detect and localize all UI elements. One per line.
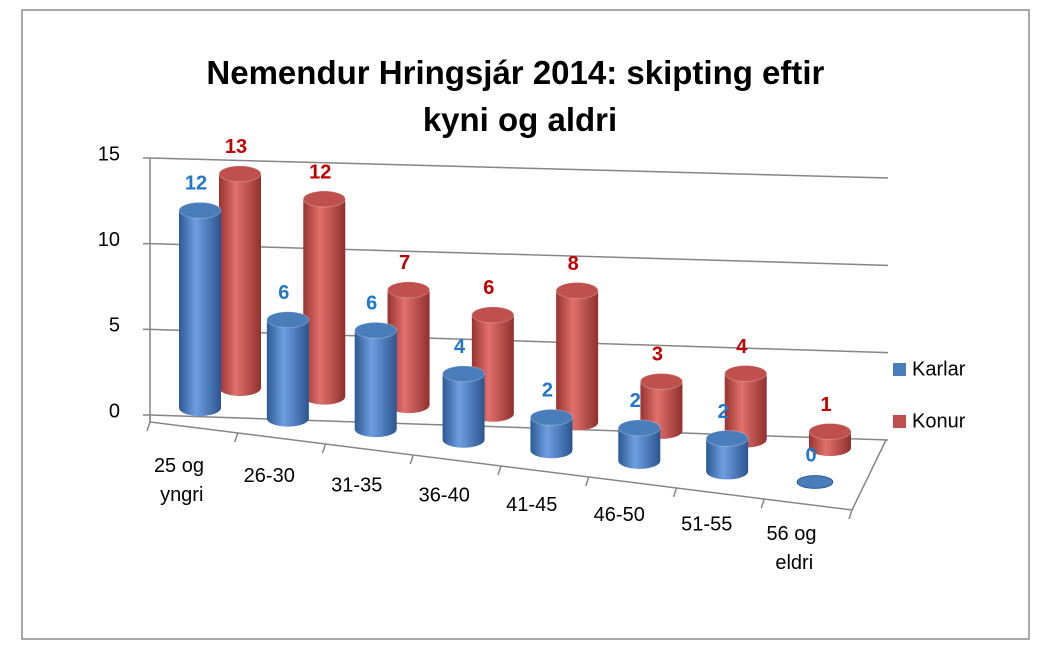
bar-body	[219, 173, 261, 396]
bar-top	[705, 429, 749, 447]
bar-top	[387, 281, 431, 299]
legend-swatch	[893, 415, 906, 428]
x-tick	[234, 432, 239, 443]
bar	[387, 281, 431, 414]
bar	[302, 190, 346, 405]
grid-line	[149, 242, 889, 267]
bar-body	[387, 289, 430, 414]
value-label: 3	[652, 344, 663, 366]
bar-top	[617, 419, 661, 437]
bar-top	[302, 190, 346, 208]
bar	[808, 423, 852, 456]
y-tick-label: 10	[98, 229, 120, 251]
bar	[705, 429, 749, 480]
x-tick	[146, 421, 151, 432]
x-tick	[321, 443, 327, 454]
bar	[796, 475, 834, 489]
x-tick	[585, 476, 590, 487]
legend-label: Karlar	[912, 358, 966, 380]
x-tick	[848, 509, 853, 520]
bar	[354, 321, 398, 438]
value-label: 2	[630, 390, 641, 412]
bar-body	[442, 373, 485, 448]
x-tick-label: 41-45	[506, 494, 557, 516]
bar-body	[266, 319, 309, 427]
y-tick-label: 15	[98, 143, 120, 165]
x-tick-label: 46-50	[594, 504, 645, 526]
bar-top	[529, 408, 573, 426]
bar-body	[706, 438, 749, 480]
value-label: 8	[568, 253, 579, 275]
bar	[529, 408, 573, 459]
bar-body	[303, 198, 346, 405]
bar-top	[796, 475, 834, 489]
bar-top	[442, 365, 486, 383]
value-label: 0	[805, 444, 816, 466]
x-tick-label: 31-35	[331, 475, 382, 497]
bar-body	[530, 417, 573, 459]
bar-top	[808, 423, 852, 441]
x-tick-label: 25 og yngri	[154, 455, 210, 506]
grid-line	[149, 157, 889, 179]
bar-top	[178, 201, 222, 219]
bar-top	[354, 321, 398, 339]
value-label: 12	[185, 173, 207, 195]
value-label: 7	[399, 252, 410, 274]
bar-top	[471, 306, 515, 324]
value-label: 1	[820, 394, 831, 416]
value-label: 6	[278, 282, 289, 304]
y-tick-label: 5	[109, 315, 120, 337]
value-label: 12	[309, 161, 331, 183]
bar	[218, 165, 262, 396]
value-label: 6	[483, 277, 494, 299]
y-tick-label: 0	[109, 400, 120, 422]
bar	[555, 282, 599, 431]
x-tick	[497, 465, 502, 476]
bar-body	[179, 210, 221, 416]
x-tick-label: 56 og eldri	[766, 523, 822, 574]
value-label: 2	[718, 401, 729, 423]
bar-top	[639, 372, 683, 390]
bar-body	[618, 427, 661, 469]
x-tick	[672, 487, 678, 498]
value-label: 2	[542, 380, 553, 402]
bar	[266, 311, 310, 427]
x-tick-label: 51-55	[681, 514, 732, 536]
bar	[442, 365, 486, 448]
bar-top	[266, 311, 310, 329]
legend-label: Konur	[912, 410, 966, 432]
bar	[617, 419, 661, 469]
value-label: 13	[225, 136, 247, 158]
bar-body	[354, 330, 397, 438]
bar-top	[218, 165, 262, 183]
x-tick-label: 26-30	[244, 465, 295, 487]
value-label: 4	[454, 336, 466, 358]
chart-title: Nemendur Hringsjár 2014: skipting eftir …	[206, 54, 833, 138]
bar-top	[724, 365, 768, 383]
bar-body	[724, 373, 767, 448]
x-tick	[760, 498, 765, 509]
x-tick	[409, 454, 414, 465]
value-label: 6	[366, 293, 377, 315]
x-tick-label: 36-40	[419, 484, 470, 506]
legend-swatch	[893, 363, 906, 376]
bar-top	[555, 282, 599, 300]
bar	[724, 365, 768, 448]
bar-body	[556, 290, 599, 431]
bar	[178, 201, 222, 416]
value-label: 4	[736, 336, 748, 358]
